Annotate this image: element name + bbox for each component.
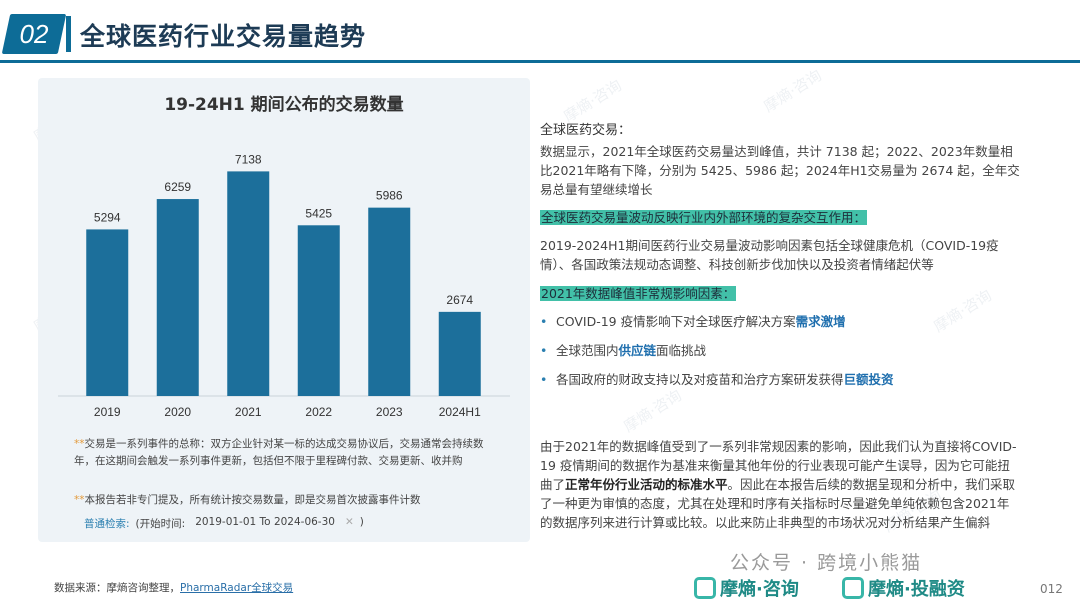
search-condition: 普通检索: (开始时间: 2019-01-01 To 2024-06-30 ✕ … (84, 516, 364, 531)
heading-global-deals: 全球医药交易： (540, 123, 632, 138)
bar-2024H1 (438, 311, 481, 396)
footnote-1: **交易是一系列事件的总称：双方企业针对某一标的达成交易协议后，交易通常会持续数… (74, 436, 484, 470)
paragraph-2-text: 2019-2024H1期间医药行业交易量波动影响因素包括全球健康危机（COVID… (540, 238, 999, 272)
right-heading-1: 全球医药交易： (540, 120, 1040, 140)
bullet-list: COVID-19 疫情影响下对全球医疗解决方案需求激增 全球范围内供应链面临挑战… (540, 312, 1040, 399)
data-label-2021: 7138 (235, 152, 262, 166)
header-rule (0, 60, 1080, 63)
tick-label-2024H1: 2024H1 (439, 405, 481, 418)
footnote-2-text: 本报告若非专门提及，所有统计按交易数量，即是交易首次披露事件计数 (84, 494, 421, 506)
list-item: 各国政府的财政支持以及对疫苗和治疗方案研发获得巨额投资 (540, 370, 1040, 389)
emphasis: 巨额投资 (843, 372, 894, 387)
data-label-2023: 5986 (376, 189, 403, 203)
page-header: 02 全球医药行业交易量趋势 (0, 0, 1080, 63)
section-number: 02 (19, 19, 49, 49)
paragraph-2: 2019-2024H1期间医药行业交易量波动影响因素包括全球健康危机（COVID… (540, 236, 1018, 274)
section-number-badge: 02 (1, 14, 67, 54)
bar-2023 (368, 207, 411, 396)
paragraph-3: 由于2021年的数据峰值受到了一系列非常规因素的影响，因此我们认为直接将COVI… (540, 439, 1017, 530)
emphasis: 正常年份行业活动的标准水平 (565, 477, 728, 492)
list-item: 全球范围内供应链面临挑战 (540, 341, 1040, 360)
search-suffix: ) (359, 516, 364, 528)
footnote-marker: ** (74, 438, 85, 450)
logo-icon (694, 577, 716, 599)
data-label-2019: 5294 (94, 210, 121, 224)
logo-icon (842, 577, 864, 599)
page-number: 012 (1040, 582, 1063, 596)
paragraph-1-text: 数据显示，2021年全球医药交易量达到峰值，共计 7138 起；2022、202… (540, 144, 1020, 197)
source-link[interactable]: PharmaRadar全球交易 (180, 582, 294, 594)
paragraph-1: 数据显示，2021年全球医药交易量达到峰值，共计 7138 起；2022、202… (540, 142, 1020, 199)
tick-label-2020: 2020 (164, 405, 191, 418)
wechat-account-watermark: 公众号 · 跨境小熊猫 (730, 552, 923, 574)
highlight-heading-2: 全球医药交易量波动反映行业内外部环境的复杂交互作用： (540, 210, 868, 225)
header-divider (66, 16, 71, 52)
watermark: 摩熵·咨询 (760, 66, 825, 116)
search-label: 普通检索: (84, 518, 130, 530)
list-item: COVID-19 疫情影响下对全球医疗解决方案需求激增 (540, 312, 1040, 331)
emphasis: 需求激增 (795, 314, 846, 329)
footnote-1-text: 交易是一系列事件的总称：双方企业针对某一标的达成交易协议后，交易通常会持续数年，… (74, 438, 484, 467)
bar-2019 (86, 229, 129, 396)
bar-chart: 5294 2019 6259 2020 7138 2021 5425 2022 5986 2023… (58, 152, 510, 418)
bar-2022 (297, 225, 340, 396)
footnote-marker: ** (74, 494, 85, 506)
brand-logo-investment: 摩熵·投融资 (842, 575, 965, 601)
highlight-heading-3: 2021年数据峰值非常规影响因素： (540, 286, 737, 301)
bar-2020 (156, 199, 199, 396)
tick-label-2022: 2022 (305, 405, 332, 418)
right-heading-3: 2021年数据峰值非常规影响因素： (540, 284, 1040, 303)
tick-label-2021: 2021 (235, 405, 262, 418)
chart-title: 19-24H1 期间公布的交易数量 (164, 95, 404, 115)
tick-label-2023: 2023 (376, 405, 403, 418)
close-icon: ✕ (344, 516, 354, 528)
footnote-2: **本报告若非专门提及，所有统计按交易数量，即是交易首次披露事件计数 (74, 492, 484, 509)
bar-2021 (227, 171, 270, 396)
search-range: 2019-01-01 To 2024-06-30 (195, 516, 335, 528)
chart-panel: 19-24H1 期间公布的交易数量 5294 2019 6259 2020 7138 20… (38, 78, 530, 542)
brand-logo-consulting: 摩熵·咨询 (694, 575, 799, 601)
tick-label-2019: 2019 (94, 405, 121, 418)
watermark: 摩熵·咨询 (560, 76, 625, 126)
right-heading-2: 全球医药交易量波动反映行业内外部环境的复杂交互作用： (540, 208, 1040, 227)
data-label-2020: 6259 (164, 180, 191, 194)
data-label-2024H1: 2674 (446, 293, 473, 307)
data-label-2022: 5425 (305, 206, 332, 220)
search-prefix: (开始时间: (135, 518, 186, 530)
emphasis: 供应链 (618, 343, 657, 358)
page-title: 全球医药行业交易量趋势 (80, 22, 367, 51)
source-prefix: 数据来源：摩熵咨询整理， (54, 582, 180, 594)
data-source: 数据来源：摩熵咨询整理，PharmaRadar全球交易 (54, 580, 293, 595)
